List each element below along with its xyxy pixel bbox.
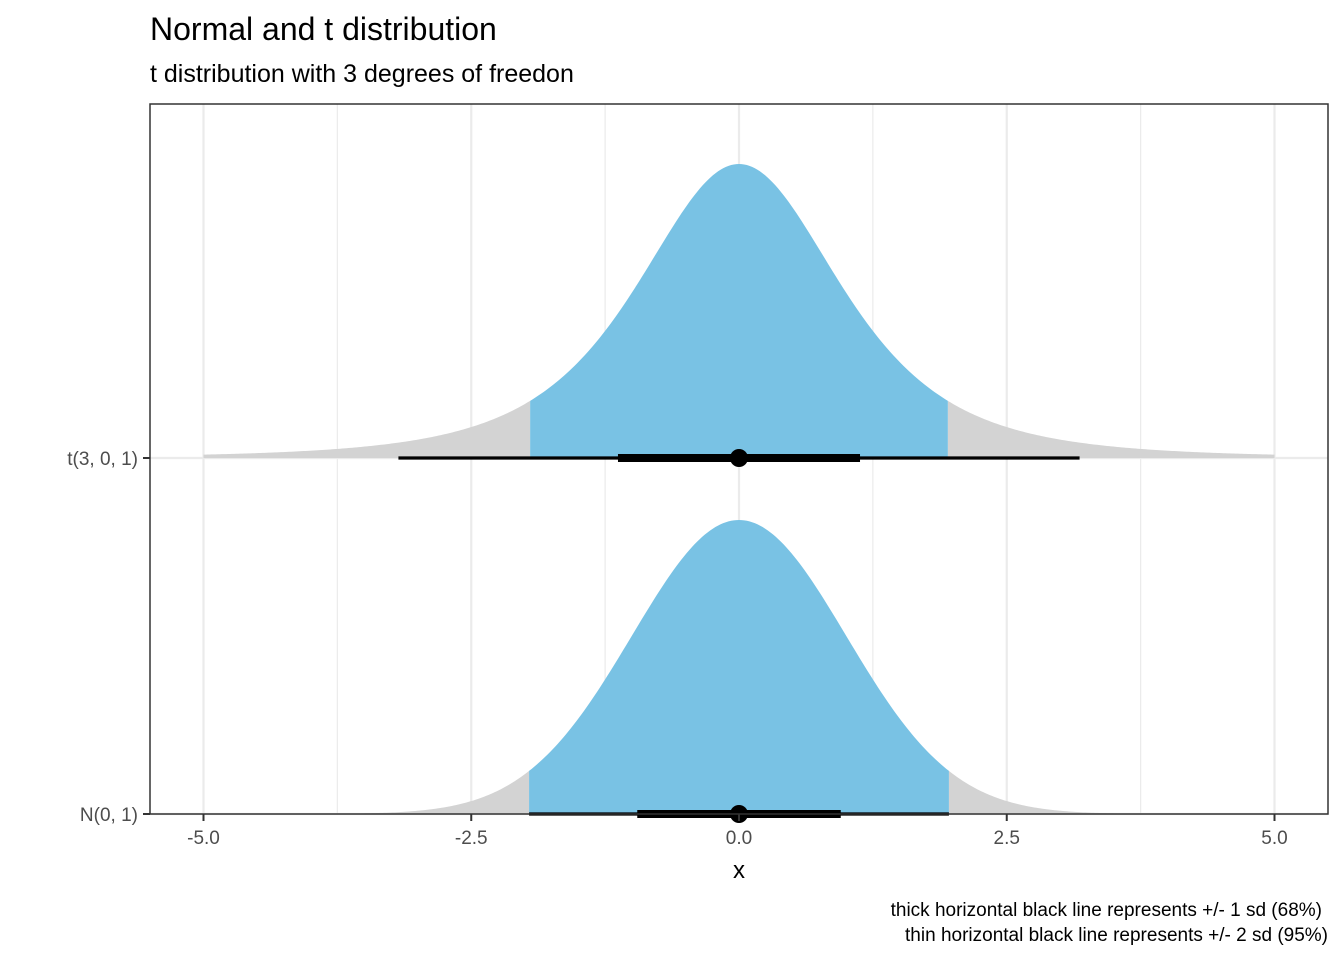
x-tick-label: -2.5 bbox=[455, 828, 488, 849]
y-tick-label: N(0, 1) bbox=[80, 805, 138, 826]
y-tick-label: t(3, 0, 1) bbox=[67, 449, 138, 470]
density-right-tail bbox=[948, 770, 1275, 814]
chart-subtitle: t distribution with 3 degrees of freedon bbox=[150, 60, 574, 88]
caption-line-1: thick horizontal black line represents +… bbox=[891, 900, 1322, 921]
x-tick-label: 2.5 bbox=[994, 828, 1020, 849]
density-left-tail bbox=[203, 770, 530, 814]
x-axis-title: x bbox=[733, 857, 745, 884]
x-tick-label: 5.0 bbox=[1261, 828, 1287, 849]
point-estimate bbox=[730, 449, 748, 467]
x-tick-label: -5.0 bbox=[187, 828, 220, 849]
density-interval-fill bbox=[529, 520, 949, 814]
density-interval-fill bbox=[530, 164, 948, 458]
caption-line-2: thin horizontal black line represents +/… bbox=[905, 925, 1328, 946]
plot-border bbox=[149, 103, 1329, 815]
x-tick-label: 0.0 bbox=[726, 828, 752, 849]
chart-title: Normal and t distribution bbox=[150, 11, 497, 47]
plot-area: t(3, 0, 1) N(0, 1) -5.0 -2.5 0.0 2.5 5.0 bbox=[67, 103, 1329, 849]
density-right-tail bbox=[947, 400, 1275, 458]
density-left-tail bbox=[203, 400, 531, 458]
